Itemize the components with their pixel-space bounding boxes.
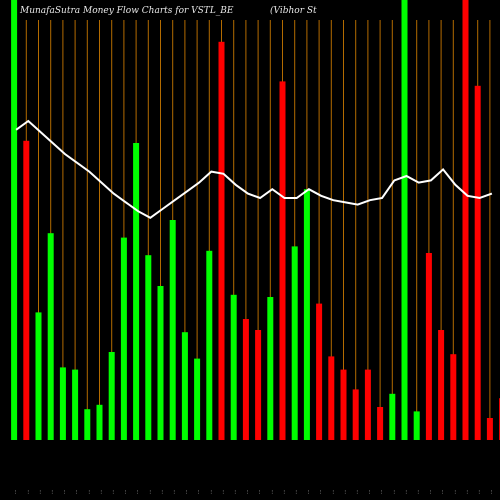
x-tick-label: ... [452,490,457,494]
bar-up [267,297,274,440]
x-tick-label: ... [416,490,421,494]
bar-up [84,409,91,440]
x-tick-label: ... [135,490,140,494]
bar-down [23,140,30,441]
x-tick-label: ... [343,490,348,494]
x-tick-label: ... [50,490,55,494]
x-tick-label: ... [355,490,360,494]
bar-up [108,352,115,440]
bar-down [340,369,347,440]
x-tick-label: ... [208,490,213,494]
bar-down [438,330,445,440]
x-tick-label: ... [221,490,226,494]
x-tick-label: ... [184,490,189,494]
x-tick-label: ... [160,490,165,494]
company-name: (Vibhor St [270,6,317,16]
x-tick-label: ... [147,490,152,494]
x-tick-label: ... [391,490,396,494]
bar-up [206,250,213,440]
bar-down [255,330,262,440]
bar-up [72,369,79,440]
bar-up [181,332,188,440]
bar-down [352,389,359,440]
bar-up [291,246,298,440]
bar-down [450,354,457,440]
x-tick-label: ... [38,490,43,494]
x-tick-label: ... [245,490,250,494]
bar-up [59,367,66,440]
x-tick-label: ... [440,490,445,494]
x-tick-labels: ........................................… [13,490,494,494]
bar-up [120,237,127,440]
bar-down [486,418,493,440]
x-tick-label: ... [269,490,274,494]
x-tick-label: ... [294,490,299,494]
x-tick-label: ... [111,490,116,494]
bar-down [425,253,432,440]
bar-up [303,189,310,440]
x-tick-label: ... [330,490,335,494]
x-tick-label: ... [196,490,201,494]
bar-down [462,0,469,440]
x-tick-label: ... [318,490,323,494]
bar-down [474,85,481,441]
bar-up [389,393,396,440]
x-tick-label: ... [123,490,128,494]
bar-up [133,143,140,440]
bar-down [218,41,225,441]
x-tick-label: ... [86,490,91,494]
money-flow-line-path [15,119,493,219]
bar-down [242,319,249,440]
x-tick-label: ... [379,490,384,494]
x-tick-label: ... [306,490,311,494]
bar-up [11,0,18,440]
money-flow-line [15,119,493,219]
bar-up [194,358,201,440]
bar-series [11,0,500,441]
x-tick-label: ... [282,490,287,494]
x-tick-label: ... [404,490,409,494]
bar-down [316,303,323,440]
bar-up [401,0,408,440]
x-tick-label: ... [428,490,433,494]
x-tick-label: ... [25,490,30,494]
x-tick-label: ... [489,490,494,494]
bar-down [364,369,371,440]
bar-up [230,294,237,440]
x-tick-label: ... [465,490,470,494]
x-tick-label: ... [477,490,482,494]
bar-up [35,312,42,440]
x-tick-label: ... [13,490,18,494]
bar-up [47,233,54,440]
bar-up [169,220,176,440]
bar-down [328,356,335,440]
x-tick-label: ... [233,490,238,494]
x-tick-label: ... [172,490,177,494]
bar-up [413,411,420,440]
chart-title: MunafaSutra Money Flow Charts for VSTL_B… [20,6,234,16]
bar-up [96,404,103,440]
x-tick-label: ... [62,490,67,494]
bar-up [157,286,164,440]
bar-down [377,407,384,440]
x-tick-label: ... [257,490,262,494]
x-tick-label: ... [74,490,79,494]
x-tick-label: ... [367,490,372,494]
x-tick-label: ... [99,490,104,494]
bar-down [279,81,286,441]
bar-up [145,255,152,440]
